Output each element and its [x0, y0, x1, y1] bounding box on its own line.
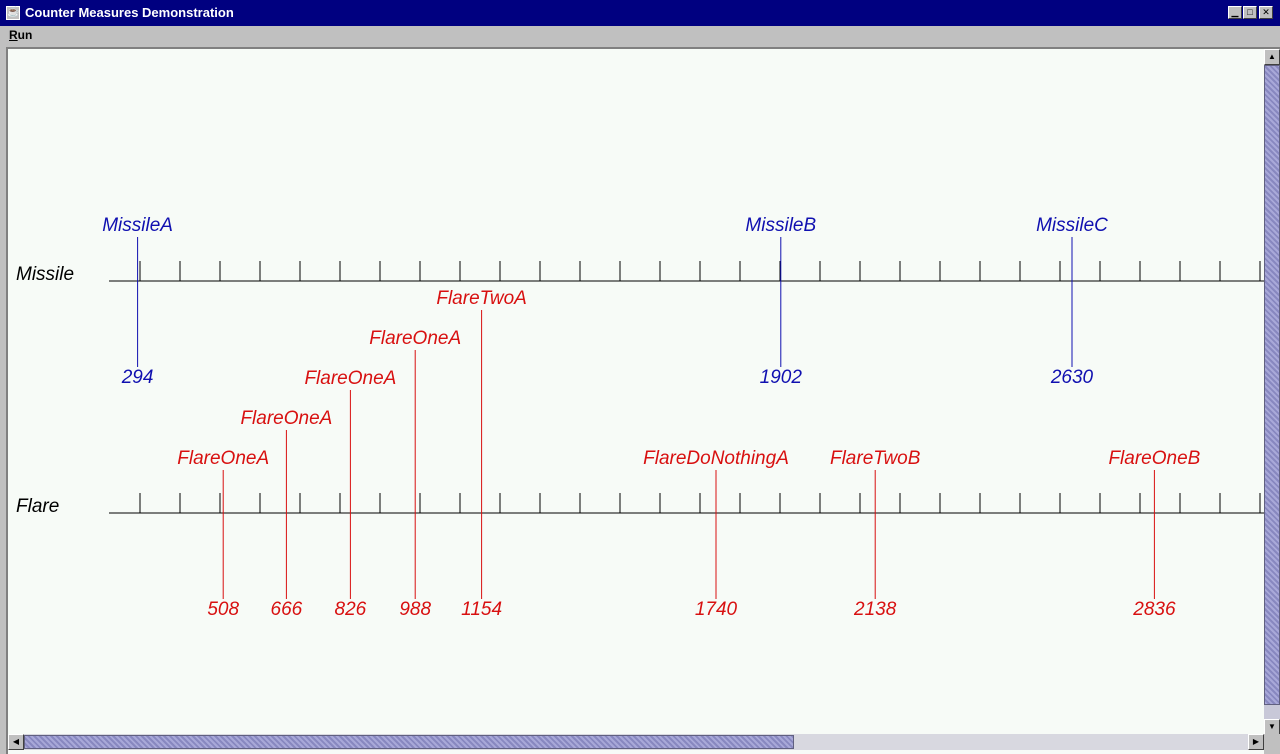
- missile-track-label: Missile: [16, 264, 74, 285]
- minimize-icon[interactable]: ▁: [1228, 6, 1242, 19]
- vertical-scroll-thumb[interactable]: [1264, 65, 1280, 705]
- event-time-label: 2836: [1132, 599, 1176, 620]
- app-icon[interactable]: ☕: [6, 6, 20, 20]
- timeline-canvas: [6, 47, 1280, 754]
- close-icon[interactable]: ✕: [1259, 6, 1273, 19]
- maximize-icon[interactable]: □: [1243, 6, 1257, 19]
- event-time-label: 988: [399, 599, 431, 620]
- missile-axis: [109, 261, 1264, 282]
- missile-events: MissileA 294 MissileB 1902 MissileC 2630: [102, 215, 1108, 388]
- event-name-label: FlareOneA: [177, 448, 269, 469]
- horizontal-scrollbar[interactable]: ◀ ▶: [8, 734, 1264, 750]
- menu-run-mnemonic: R: [9, 28, 18, 42]
- event-name-label: FlareOneA: [369, 328, 461, 349]
- title-bar[interactable]: ☕ Counter Measures Demonstration ▁ □ ✕: [0, 0, 1280, 26]
- event-time-label: 1902: [760, 367, 803, 388]
- flare-events: FlareOneA 508 FlareOneA 666 FlareOneA 826 Flar…: [177, 288, 1200, 620]
- menu-run-label-rest: un: [17, 28, 33, 42]
- event-name-label: FlareOneB: [1108, 448, 1200, 469]
- event-name-label: FlareDoNothingA: [643, 448, 789, 469]
- event-name-label: FlareTwoA: [436, 288, 526, 309]
- event-name-label: MissileC: [1036, 215, 1108, 236]
- vertical-scrollbar[interactable]: ▲ ▼: [1264, 49, 1280, 735]
- flare-track-label: Flare: [16, 496, 59, 517]
- event-name-label: MissileA: [102, 215, 173, 236]
- event-time-label: 2138: [853, 599, 897, 620]
- timeline-plot: Missile Flare MissileA294MissileB1902Mis…: [16, 215, 1264, 620]
- event-name-label: MissileB: [745, 215, 816, 236]
- scroll-up-icon[interactable]: ▲: [1264, 49, 1280, 65]
- event-time-label: 826: [335, 599, 367, 620]
- event-time-label: 666: [271, 599, 303, 620]
- event-name-label: FlareOneA: [240, 408, 332, 429]
- scroll-right-icon[interactable]: ▶: [1248, 734, 1264, 750]
- horizontal-scroll-thumb[interactable]: [24, 735, 794, 749]
- event-name-label: FlareOneA: [304, 368, 396, 389]
- event-time-label: 294: [121, 367, 154, 388]
- flare-axis: [109, 493, 1264, 514]
- event-time-label: 2630: [1050, 367, 1094, 388]
- menu-bar: Run: [0, 26, 1280, 44]
- menu-run[interactable]: Run: [9, 28, 32, 42]
- scroll-left-icon[interactable]: ◀: [8, 734, 24, 750]
- scroll-down-icon[interactable]: ▼: [1264, 719, 1280, 735]
- event-time-label: 508: [207, 599, 239, 620]
- window-title: Counter Measures Demonstration: [25, 5, 234, 20]
- event-time-label: 1740: [695, 599, 738, 620]
- event-time-label: 1154: [461, 599, 502, 620]
- scroll-corner: [1264, 734, 1280, 754]
- event-name-label: FlareTwoB: [830, 448, 921, 469]
